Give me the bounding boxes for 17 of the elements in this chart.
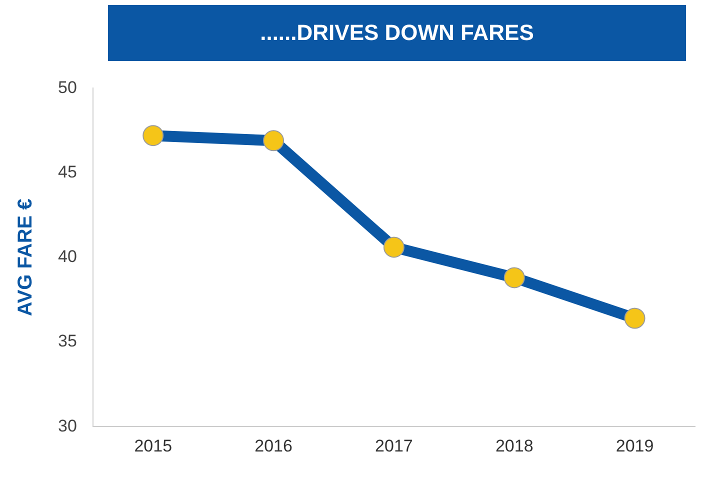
y-tick-label: 45 [58,162,77,182]
x-tick-label: 2018 [495,436,534,456]
x-tick-label: 2017 [375,436,413,456]
y-tick-label: 40 [58,247,77,266]
y-tick-label: 35 [58,332,77,351]
point [504,267,525,288]
y-tick-label: 50 [58,78,77,97]
x-tick-label: 2019 [616,436,654,456]
point [142,125,164,146]
x-tick-label: 2016 [254,436,292,456]
x-tick-label: 2015 [134,436,172,456]
y-axis-title: AVG FARE € [14,198,37,316]
point [624,308,646,329]
y-tick-label: 30 [58,416,77,436]
point [383,236,404,258]
chart-title: ......DRIVES DOWN FARES [108,5,686,61]
point [263,130,284,152]
